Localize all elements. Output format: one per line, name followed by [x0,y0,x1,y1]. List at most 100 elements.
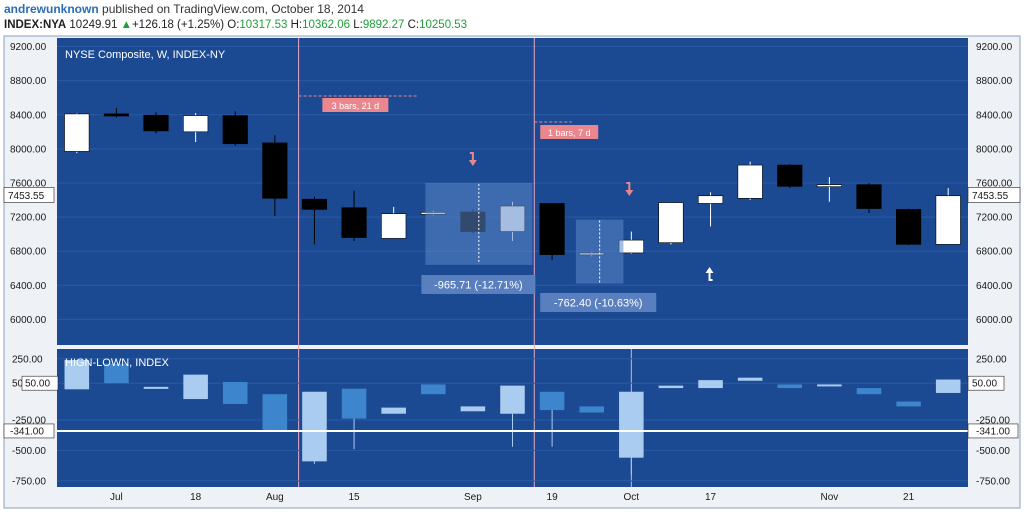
oscillator-bar[interactable] [143,386,169,389]
low-value: 9892.27 [362,19,405,31]
candle-body[interactable] [64,113,90,152]
oscillator-bar[interactable] [460,406,486,412]
oscillator-bar[interactable] [935,379,961,393]
bars-label-1-box [322,98,389,112]
oscillator-tick-left: 250.00 [12,354,43,365]
price-tick-left: 8400.00 [10,110,47,121]
candle-body[interactable] [183,115,209,133]
oscillator-pane[interactable]: HIGN-LOWN, INDEX [57,357,968,482]
oscillator-bar[interactable] [777,384,803,389]
candle-body[interactable] [539,203,565,255]
x-axis-label: 21 [903,492,915,503]
oscillator-bar[interactable] [421,384,446,395]
measure-label-2-box [540,293,657,312]
publisher-line: andrewunknown published on TradingView.c… [4,2,364,16]
bars-label-2: 1 bars, 7 d [548,128,591,138]
candle-body[interactable] [301,198,328,210]
price-tick-right: 8400.00 [976,110,1013,121]
x-axis-label: 15 [349,492,361,503]
price-tick-right: 7200.00 [976,213,1013,224]
oscillator-tick-right: 250.00 [976,354,1007,365]
oscillator-bar[interactable] [64,359,90,390]
price-tick-left: 8800.00 [10,76,47,87]
open-label: O: [227,19,240,31]
oscillator-tick-left: -500.00 [12,446,46,457]
open-value: 10317.53 [239,19,288,31]
close-label: C: [407,19,420,31]
low-label: L: [353,19,363,31]
level-badge-left [3,423,55,439]
price-tick-right: 8000.00 [976,144,1013,155]
current-value-right: 7453.55 [972,191,1009,202]
candle-body[interactable] [896,209,922,245]
oscillator-bar[interactable] [262,394,288,431]
oscillator-bar[interactable] [817,384,842,387]
candle-body[interactable] [935,195,961,245]
candle-body[interactable] [856,184,882,209]
oscillator-bar[interactable] [896,401,921,407]
oscillator-bar[interactable] [302,391,327,462]
measure-label-2: -762.40 (-10.63%) [554,298,643,310]
candle-body[interactable] [341,207,367,238]
oscillator-bar[interactable] [500,385,525,414]
oscillator-bar[interactable] [579,406,604,413]
x-axis-label: Jul [110,492,123,503]
x-axis-label: Sep [464,492,482,503]
oscillator-bar[interactable] [341,388,367,419]
up-arrow-icon [705,267,714,281]
oscillator-bar[interactable] [737,377,763,381]
oscillator-tick-right: -250.00 [976,415,1010,426]
x-axis-label: 17 [705,492,717,503]
oscillator-bar[interactable] [222,381,248,404]
price-tick-right: 9200.00 [976,42,1013,53]
candle-body[interactable] [777,164,803,187]
price-pane[interactable]: NYSE Composite, W, INDEX-NY [57,38,968,487]
oscillator-pane-title: HIGN-LOWN, INDEX [65,357,170,369]
candle-body[interactable] [103,113,129,117]
change-value: +126.18 (+1.25%) [131,19,225,31]
level-value-right: -341.00 [976,426,1010,437]
last-price: 10249.91 [69,19,118,31]
oscillator-bar[interactable] [658,385,684,389]
price-tick-left: 9200.00 [10,42,47,53]
bars-label-2-box [540,125,599,139]
candle-body[interactable] [697,195,724,204]
author-link[interactable]: andrewunknown [4,2,99,16]
down-arrow-icon [468,152,477,166]
candle-body[interactable] [737,164,763,199]
oscillator-bar[interactable] [856,388,882,395]
x-axis-label: 19 [547,492,559,503]
price-tick-right: 6400.00 [976,281,1013,292]
symbol-label[interactable]: INDEX:NYA [4,19,67,31]
price-tick-left: 6000.00 [10,315,47,326]
x-axis-label: 18 [190,492,202,503]
current-value-left: 7453.55 [8,191,45,202]
oscillator-tick-left: -250.00 [12,415,46,426]
candle-body[interactable] [222,115,248,145]
upper-value-left: 50.00 [25,379,50,390]
oscillator-bar[interactable] [539,391,565,411]
oscillator-bar[interactable] [381,407,406,414]
candle-body[interactable] [381,213,407,239]
x-axis-label: Nov [820,492,838,503]
current-value-badge-left [3,187,55,203]
price-pane-title: NYSE Composite, W, INDEX-NY [65,49,226,61]
candle-body[interactable] [816,184,842,187]
level-badge-right [967,423,1019,439]
oscillator-bar[interactable] [104,363,129,384]
upper-badge-left [21,375,59,391]
upper-badge-right [967,375,1005,391]
oscillator-tick-right: -750.00 [976,476,1010,487]
x-axis-label: Oct [624,492,640,503]
candle-body[interactable] [658,202,684,243]
oscillator-bar[interactable] [698,380,723,389]
oscillator-tick-left: -750.00 [12,476,46,487]
price-tick-left: 8000.00 [10,144,47,155]
candle-body[interactable] [262,142,288,199]
price-tick-right: 6000.00 [976,315,1013,326]
price-tick-left: 7200.00 [10,213,47,224]
oscillator-bar[interactable] [183,374,208,400]
oscillator-bar[interactable] [619,391,644,458]
candle-body[interactable] [143,114,169,132]
